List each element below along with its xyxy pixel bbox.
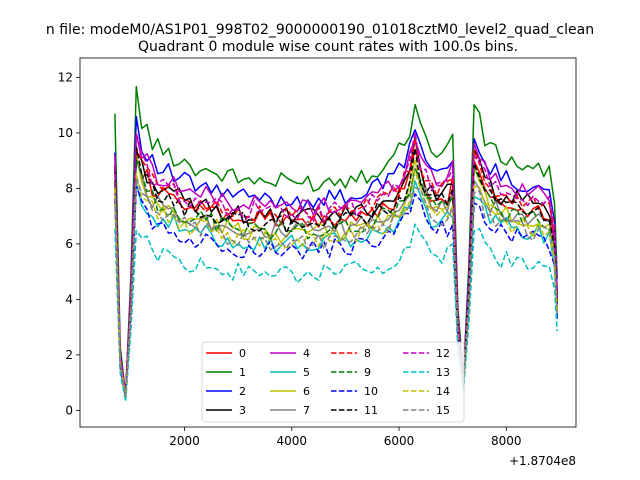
series-line-1	[114, 85, 558, 396]
legend-label: 13	[436, 366, 450, 379]
x-tick-label: 8000	[491, 434, 522, 448]
series-line-14	[114, 170, 558, 398]
y-axis: 0 2 4 6 8 10 12	[58, 70, 80, 417]
legend-label: 7	[303, 404, 310, 417]
x-tick-label: 4000	[277, 434, 308, 448]
x-axis: 2000 4000 6000 8000	[169, 427, 522, 448]
y-tick-label: 0	[65, 403, 73, 417]
legend-label: 10	[364, 385, 378, 398]
series-lines	[114, 85, 558, 403]
y-tick-label: 4	[65, 292, 73, 306]
series-line-4	[114, 133, 558, 394]
y-tick-label: 10	[58, 126, 73, 140]
legend-label: 14	[436, 385, 450, 398]
legend-label: 0	[239, 347, 246, 360]
x-tick-label: 6000	[384, 434, 415, 448]
legend-label: 3	[239, 404, 246, 417]
y-tick-label: 12	[58, 70, 73, 84]
legend-label: 1	[239, 366, 246, 379]
series-line-3	[114, 136, 558, 398]
series-line-13	[114, 223, 558, 403]
x-offset-text: +1.8704e8	[509, 454, 576, 468]
series-line-11	[114, 145, 558, 396]
series-line-8	[114, 138, 558, 396]
legend-frame	[201, 341, 465, 423]
figure-suptitle: n file: modeM0/AS1P01_998T02_9000000190_…	[46, 22, 594, 38]
legend-label: 11	[364, 404, 378, 417]
legend-label: 5	[303, 366, 310, 379]
legend-label: 15	[436, 404, 450, 417]
legend-label: 6	[303, 385, 310, 398]
legend-label: 8	[364, 347, 371, 360]
series-line-10	[114, 185, 558, 400]
series-line-15	[114, 177, 558, 398]
series-line-6	[114, 153, 558, 398]
legend-label: 9	[364, 366, 371, 379]
y-tick-label: 8	[65, 181, 73, 195]
y-tick-label: 2	[65, 348, 73, 362]
series-line-12	[114, 131, 558, 395]
y-tick-label: 6	[65, 237, 73, 251]
x-tick-label: 2000	[169, 434, 200, 448]
legend-label: 2	[239, 385, 246, 398]
chart-title: Quadrant 0 module wise count rates with …	[138, 39, 518, 55]
plot-frame	[79, 57, 577, 428]
legend-label: 12	[436, 347, 450, 360]
legend-label: 4	[303, 347, 310, 360]
